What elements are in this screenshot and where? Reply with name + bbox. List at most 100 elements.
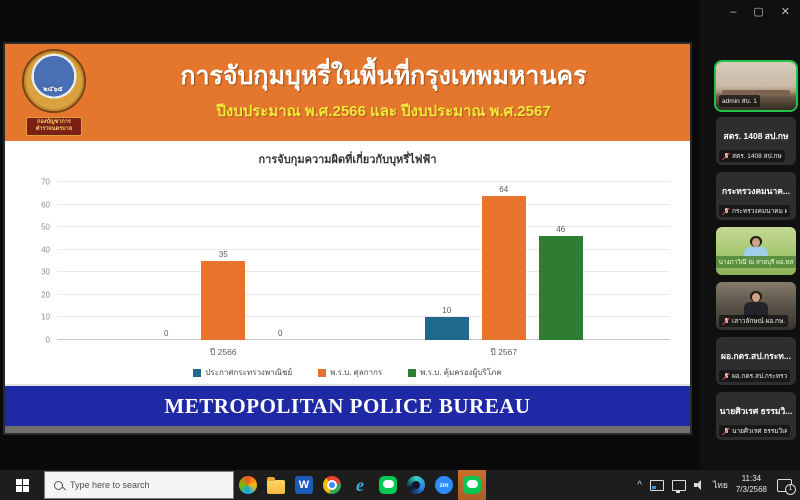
copilot-icon (239, 476, 257, 494)
action-center-icon[interactable]: 1 (777, 478, 796, 495)
minimize-icon[interactable]: – (730, 6, 737, 18)
bar-value-label: 35 (218, 250, 228, 259)
copilot-taskbar-button[interactable] (234, 470, 262, 500)
participant-tile[interactable]: สตร. 1408 สป.กษ สตร. 1408 สป.กษ (716, 117, 796, 165)
participant-label: นายศิวเรศ ธรรมวิเศษ ผอ... (719, 425, 790, 437)
muted-mic-icon (722, 317, 730, 325)
y-tick-label: 70 (41, 177, 50, 187)
y-tick-label: 50 (41, 222, 50, 232)
gridline (57, 339, 670, 340)
gridline (57, 226, 670, 228)
start-button[interactable] (0, 470, 44, 500)
language-indicator[interactable]: ไทย (713, 480, 728, 490)
file-explorer-icon (267, 476, 285, 494)
participant-label: สตร. 1408 สป.กษ (719, 150, 785, 162)
bar-groups: 0 35 0 ปี 2566 10 64 46 ปี 2567 (57, 182, 670, 357)
bar: 64 (481, 185, 526, 340)
legend-label: ประกาศกระทรวงพาณิชย์ (205, 368, 293, 377)
chart-plot: 0 10 20 30 40 50 60 70 0 35 0 ปี 2566 10 64 46 ปี 2567 (41, 178, 670, 357)
bar-group: 0 35 0 ปี 2566 (144, 182, 302, 357)
bar: 10 (424, 306, 469, 340)
slide-bottom-strip (5, 426, 690, 433)
bar-value-label: 10 (442, 306, 452, 316)
display-icon[interactable] (672, 479, 686, 493)
x-axis-label: ปี 2566 (209, 347, 237, 357)
participant-label: กระทรวงคมนาคม ผอ. (719, 205, 790, 217)
maximize-icon[interactable]: ▢ (753, 6, 764, 18)
participant-tile[interactable]: กระทรวงคมนาค... กระทรวงคมนาคม ผอ. (716, 172, 796, 220)
line-icon (463, 476, 481, 494)
participant-tile[interactable]: นายศิวเรศ ธรรมวิ... นายศิวเรศ ธรรมวิเศษ ผ… (716, 392, 796, 440)
emblem-ribbon: กองบัญชาการ ตำรวจนครบาล (26, 117, 82, 136)
chart-legend: ประกาศกระทรวงพาณิชย์ พ.ร.บ. ศุลกากร พ.ร.บ.… (5, 366, 690, 379)
person-figure (752, 293, 760, 302)
word-icon: W (295, 476, 313, 494)
bar-group: 10 64 46 ปี 2567 (424, 182, 583, 357)
participant-name-text: ผอ.กตร.สป.กระท... (721, 351, 791, 361)
bar: 35 (201, 250, 246, 340)
slide-footer: METROPOLITAN POLICE BUREAU (5, 384, 690, 426)
person-figure (752, 238, 760, 247)
slide-subtitle: ปีงบประมาณ พ.ศ.2566 และ ปีงบประมาณ พ.ศ.2… (216, 103, 551, 121)
chrome-taskbar-button[interactable] (318, 470, 346, 500)
slide-header: ๒๔๖๕ กองบัญชาการ ตำรวจนครบาล การจับกุมบุ… (5, 44, 690, 141)
footer-text: METROPOLITAN POLICE BUREAU (164, 393, 531, 418)
participant-label: ผอ.กตร.สป.กระทรวงวัฒน... (719, 370, 790, 382)
gridline (57, 181, 670, 182)
taskbar-clock[interactable]: 11:34 7/3/2568 (736, 474, 767, 496)
participant-tile[interactable]: ผอ.กตร.สป.กระท... ผอ.กตร.สป.กระทรวงวัฒน..… (716, 337, 796, 385)
tray-chevron-up-icon[interactable]: ^ (637, 479, 642, 491)
chrome-icon (323, 476, 341, 494)
window-controls: – ▢ ✕ (730, 7, 790, 18)
emblem-ribbon-line2: ตำรวจนครบาล (35, 126, 73, 133)
slide-title: การจับกุมบุหรี่ในพื้นที่กรุงเทพมหานคร (180, 61, 587, 90)
emblem-year: ๒๔๖๕ (43, 85, 63, 93)
participant-tile[interactable]: เสาวลักษณ์ ผอ.กษ. (716, 282, 796, 330)
line-taskbar-button[interactable] (374, 470, 402, 500)
word-taskbar-button[interactable]: W (290, 470, 318, 500)
shared-slide: ๒๔๖๕ กองบัญชาการ ตำรวจนครบาล การจับกุมบุ… (3, 42, 692, 435)
screen-cast-icon[interactable] (650, 479, 664, 491)
search-icon (54, 480, 63, 490)
participant-tile[interactable]: นางภาวิณี ณ สายบุรี ผอ.ทส (716, 227, 796, 275)
clock-date: 7/3/2568 (735, 485, 767, 494)
participant-label-text: ผอ.กตร.สป.กระทรวงวัฒน... (732, 373, 787, 380)
gridline (57, 271, 670, 273)
legend-swatch-icon (193, 368, 202, 377)
muted-mic-icon (722, 207, 730, 215)
close-icon[interactable]: ✕ (780, 6, 790, 18)
system-tray: ^ ไทย 11:34 7/3/2568 1 (637, 474, 800, 496)
speaker-icon[interactable] (694, 480, 705, 490)
muted-mic-icon (722, 152, 730, 160)
participants-sidebar: admin สบ. 1 สตร. 1408 สป.กษ สตร. 1408 สป.ก… (700, 0, 800, 470)
participant-label-text: นายศิวเรศ ธรรมวิเศษ ผอ... (732, 428, 787, 435)
webex-icon (407, 476, 425, 494)
bar-value-label: 64 (499, 184, 509, 194)
y-tick-label: 0 (45, 335, 50, 345)
internet-explorer-taskbar-button[interactable]: e (346, 470, 374, 500)
y-tick-label: 30 (41, 267, 50, 277)
gridline (57, 316, 670, 318)
legend-item: พ.ร.บ. คุ้มครองผู้บริโภค (408, 366, 502, 379)
zoom-taskbar-button[interactable]: zm (430, 470, 458, 500)
bar: 46 (538, 225, 583, 340)
participant-label-text: admin สบ. 1 (722, 98, 757, 105)
file-explorer-taskbar-button[interactable] (262, 470, 290, 500)
clock-time: 11:34 (741, 474, 762, 484)
taskbar-search-input[interactable]: Type here to search (44, 471, 234, 499)
legend-swatch-icon (318, 368, 327, 377)
participant-label-text: เสาวลักษณ์ ผอ.กษ. (732, 318, 786, 325)
y-tick-label: 60 (41, 200, 50, 210)
legend-label: พ.ร.บ. คุ้มครองผู้บริโภค (420, 368, 502, 377)
participant-name-text: กระทรวงคมนาค... (721, 186, 790, 196)
bar-value-label: 46 (556, 225, 566, 235)
participant-tile[interactable]: admin สบ. 1 (716, 62, 796, 110)
participant-label-text: กระทรวงคมนาคม ผอ. (732, 208, 787, 215)
webex-taskbar-button[interactable] (402, 470, 430, 500)
participant-name-text: สตร. 1408 สป.กษ (723, 131, 789, 141)
participant-name-text: นายศิวเรศ ธรรมวิ... (719, 406, 793, 416)
line-taskbar-button[interactable] (458, 470, 486, 500)
line-icon (379, 476, 397, 494)
